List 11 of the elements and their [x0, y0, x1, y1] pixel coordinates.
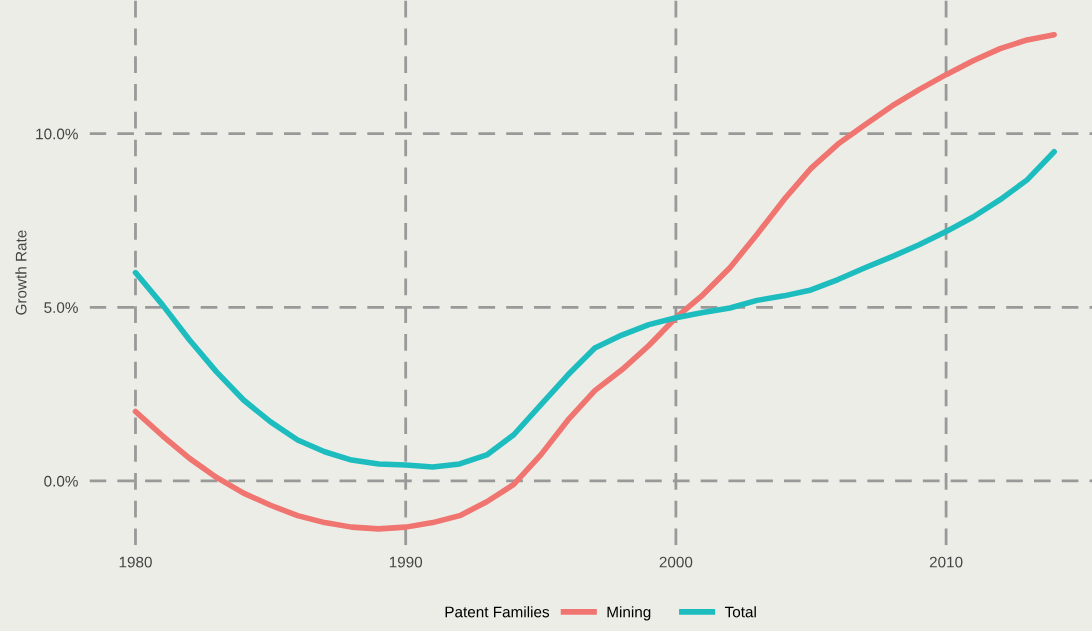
y-tick-label: 10.0%: [36, 128, 78, 140]
x-tick-label: 1990: [389, 556, 423, 568]
x-tick-label: 1980: [119, 556, 152, 568]
legend-label: Total: [724, 606, 756, 618]
legend-title: Patent Families: [445, 606, 550, 618]
y-tick-label: 0.0%: [44, 475, 78, 487]
legend-label: Mining: [607, 606, 651, 621]
x-tick-label: 2000: [659, 556, 693, 568]
y-tick-label: 5.0%: [44, 302, 78, 313]
x-tick-label: 2010: [929, 556, 963, 568]
y-axis-title: Growth Rate: [15, 230, 27, 315]
